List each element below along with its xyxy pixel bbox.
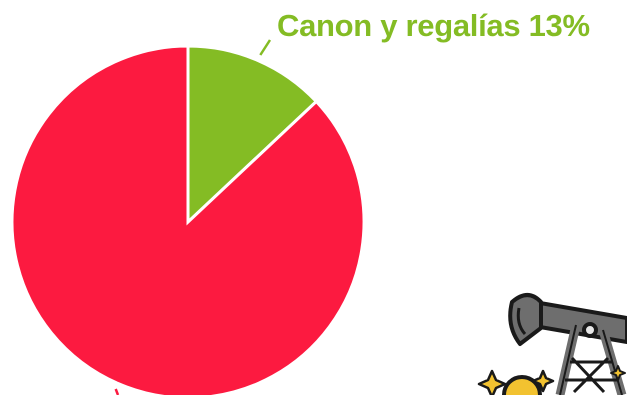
pie-slice-1	[10, 44, 366, 395]
leader-lines	[114, 39, 272, 395]
leader-line-0	[259, 39, 272, 56]
slice-label-0: Canon y regalías 13%	[277, 8, 590, 43]
pie-slices	[10, 44, 366, 395]
leader-line-1	[114, 388, 120, 395]
pie-slice-0	[186, 44, 319, 226]
oil-pumpjack-icon	[477, 293, 627, 395]
